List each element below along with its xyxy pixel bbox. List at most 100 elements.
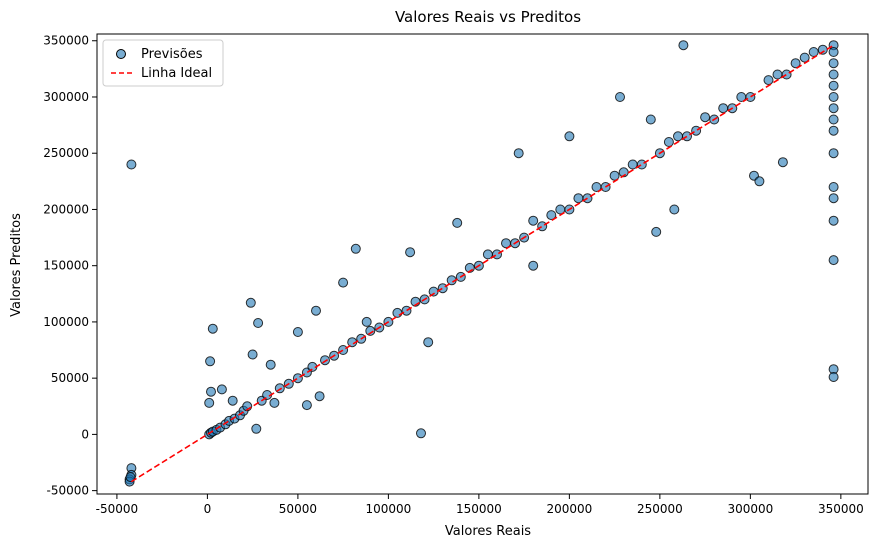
scatter-point [365,325,376,336]
scatter-point [682,131,692,142]
scatter-point [204,397,215,408]
scatter-point [808,47,819,57]
scatter-point [350,243,361,254]
y-axis-ticks: -50000 0 50000 100000 150000 200000 250000 3000… [43,34,97,498]
scatter-point [125,472,136,483]
scatter-point [828,372,839,382]
scatter-point [528,215,539,226]
scatter-point [772,69,783,80]
y-tick-label: 200000 [43,202,89,216]
scatter-point [301,400,312,411]
legend-box [102,39,224,87]
y-tick-label: 150000 [43,259,89,273]
x-tick-label: -50000 [96,502,139,516]
scatter-point [663,137,674,147]
scatter-point [546,210,557,221]
plot-frame [96,33,869,495]
scatter-point [274,383,285,394]
scatter-point [227,395,238,406]
scatter-point [828,80,839,91]
scatter-point [292,373,303,384]
scatter-point [564,131,575,142]
scatter-point [763,75,774,86]
scatter-point [338,345,349,355]
x-axis-label: Valores Reais [445,524,531,539]
scatter-point [609,170,620,181]
scatter-point [253,318,264,328]
scatter-point [828,58,839,69]
x-tick-label: 100000 [365,502,411,516]
scatter-point [673,131,683,142]
scatter-point [269,397,280,408]
scatter-point [537,221,548,232]
chart-title: Valores Reais vs Preditos [395,8,581,26]
scatter-point [700,112,711,123]
scatter-point [651,226,662,237]
scatter-point [314,391,325,402]
scatter-point [828,103,839,114]
scatter-point [338,277,349,288]
x-tick-label: 200000 [546,502,592,516]
x-tick-label: 0 [204,502,212,516]
scatter-point [799,52,810,63]
scatter-point [320,355,330,366]
x-tick-label: 50000 [279,502,317,516]
y-tick-label: 100000 [43,315,89,329]
scatter-point [361,316,372,327]
scatter-point [828,255,839,266]
scatter-point [718,103,729,114]
scatter-point [781,69,792,80]
x-tick-label: 350000 [818,502,864,516]
y-tick-label: -50000 [46,484,89,498]
plot-area [96,33,869,495]
scatter-point [126,159,137,170]
y-axis-label: Valores Preditos [9,213,24,317]
scatter-point [207,323,218,334]
y-tick-label: 50000 [51,371,89,385]
y-tick-label: 350000 [43,34,89,48]
legend-marker-previsoes [116,49,126,59]
scatter-point [206,386,216,397]
y-tick-label: 250000 [43,146,89,160]
scatter-point [528,260,539,271]
scatter-point [513,148,524,159]
scatter-point [216,384,227,395]
scatter-point [678,40,689,51]
scatter-point [492,249,502,260]
x-tick-label: 150000 [456,502,502,516]
scatter-point [392,307,403,318]
scatter-point [615,92,625,102]
scatter-point [311,305,321,316]
scatter-point [669,204,680,215]
scatter-point [405,247,416,258]
scatter-point [645,114,656,125]
scatter-point [245,297,256,308]
scatter-point [691,125,702,136]
scatter-point [251,423,262,434]
ideal-line [130,44,835,483]
x-tick-label: 300000 [727,502,773,516]
scatter-point [437,283,448,294]
legend: Previsões Linha Ideal [102,39,224,87]
scatter-point [423,337,434,348]
scatter-point [247,349,258,360]
y-tick-label: 300000 [43,90,89,104]
legend-label-linha-ideal: Linha Ideal [141,66,212,81]
scatter-point [416,428,426,439]
scatter-point [777,157,788,168]
scatter-point [828,125,839,136]
y-tick-label: 0 [81,427,89,441]
x-axis-ticks: -50000 0 50000 100000 150000 200000 250000 3000… [96,494,864,516]
scatter-point [292,327,303,337]
scatter-point [754,176,765,187]
scatter-point [828,148,839,159]
scatter-point [828,114,839,125]
scatter-point [828,47,839,57]
scatter-point [828,69,839,80]
scatter-point [582,193,593,204]
scatter-point [452,217,463,228]
legend-label-previsoes: Previsões [141,47,203,62]
x-tick-label: 250000 [637,502,683,516]
scatter-point [745,92,756,102]
